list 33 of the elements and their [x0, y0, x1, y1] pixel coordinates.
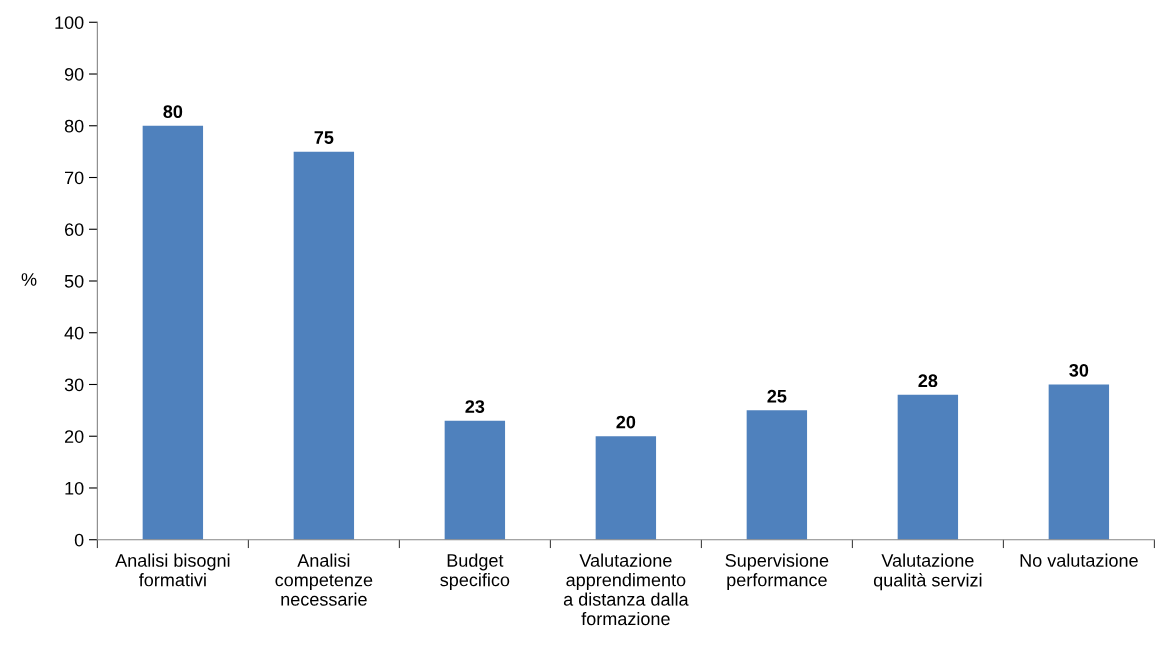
x-tick-label: Analisi bisogni formativi — [115, 553, 230, 587]
data-label: 20 — [616, 415, 636, 429]
x-tick-label: No valutazione — [1020, 553, 1138, 567]
y-tick-label: 10 — [65, 481, 84, 495]
y-tick-label: 50 — [64, 274, 84, 288]
bar — [293, 151, 355, 540]
y-tick-label: 80 — [64, 119, 84, 133]
x-tick-label: Valutazione qualità servizi — [873, 553, 982, 591]
data-label: 28 — [918, 374, 938, 388]
x-tick-label: Supervisione performance — [725, 553, 829, 590]
y-tick-label: 100 — [55, 16, 84, 29]
y-tick-label: 0 — [74, 533, 84, 547]
data-label: 23 — [465, 400, 485, 413]
data-label: 80 — [163, 105, 183, 119]
bar — [595, 436, 657, 540]
y-tick-label: 70 — [65, 171, 84, 185]
data-label: 75 — [314, 131, 334, 144]
bar — [746, 410, 808, 540]
y-tick-label: 90 — [64, 67, 84, 81]
y-tick-label: 20 — [64, 430, 84, 443]
bar — [444, 420, 506, 540]
x-tick-label: Valutazione apprendimento a distanza dalla formazione — [563, 553, 689, 626]
x-tick-label: Budget specifico — [440, 553, 510, 590]
y-axis-title: % — [21, 273, 37, 286]
data-label: 30 — [1069, 363, 1089, 377]
y-tick-label: 60 — [65, 223, 84, 236]
bar — [142, 125, 204, 540]
data-label: 25 — [767, 389, 787, 403]
y-tick-label: 40 — [64, 326, 84, 340]
y-tick-label: 30 — [64, 378, 84, 392]
x-tick-label: Analisi competenze necessarie — [275, 553, 373, 606]
bar — [897, 394, 959, 540]
bar — [1048, 384, 1110, 540]
